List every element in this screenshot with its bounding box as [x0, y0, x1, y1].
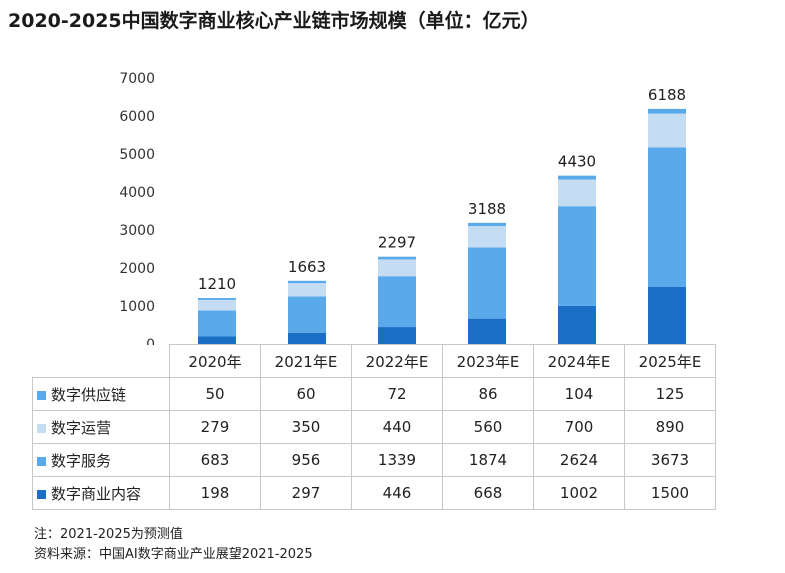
table-cell: 1339 — [351, 443, 443, 477]
bar-segment — [288, 283, 326, 297]
bar-segment — [198, 298, 236, 300]
table-cell: 1874 — [442, 443, 534, 477]
table-row: 数字商业内容 198 297 446 668 1002 1500 — [32, 476, 716, 510]
table-cell: 560 — [442, 410, 534, 444]
bar-segment — [648, 287, 686, 344]
table-cell: 1500 — [624, 476, 716, 510]
table-cell: 446 — [351, 476, 443, 510]
series-label: 数字服务 — [32, 443, 170, 477]
bar-segment — [468, 318, 506, 344]
total-label: 3188 — [468, 200, 506, 218]
y-tick-label: 1000 — [119, 299, 155, 315]
bar-segment — [558, 175, 596, 180]
bar-segment — [198, 336, 236, 344]
category-label: 2022年E — [351, 344, 443, 378]
total-label: 2297 — [378, 234, 416, 252]
y-tick-label: 6000 — [119, 109, 155, 125]
bar-segment — [468, 247, 506, 319]
bar-segment — [288, 280, 326, 284]
table-cell: 60 — [260, 377, 352, 411]
legend-swatch — [37, 390, 46, 400]
y-tick-label: 5000 — [119, 147, 155, 163]
bar-segment — [558, 305, 596, 344]
category-row: 2020年 2021年E 2022年E 2023年E 2024年E 2025年E — [33, 344, 716, 378]
table-cell: 86 — [442, 377, 534, 411]
y-tick-label: 2000 — [119, 261, 155, 277]
bar-segment — [468, 226, 506, 248]
bar-segment — [378, 276, 416, 328]
y-tick-label: 4000 — [119, 185, 155, 201]
table-cell: 668 — [442, 476, 534, 510]
table-cell: 956 — [260, 443, 352, 477]
total-label: 6188 — [648, 86, 686, 104]
category-label: 2020年 — [169, 344, 261, 378]
table-cell: 279 — [169, 410, 261, 444]
bar-segment — [378, 256, 416, 260]
total-label: 1663 — [288, 258, 326, 276]
category-label: 2023年E — [442, 344, 534, 378]
y-tick-label: 7000 — [119, 71, 155, 87]
category-label: 2024年E — [533, 344, 625, 378]
bar-segment — [648, 108, 686, 114]
table-cell: 104 — [533, 377, 625, 411]
y-tick-label: 3000 — [119, 223, 155, 239]
table-cell: 125 — [624, 377, 716, 411]
table-cell: 440 — [351, 410, 443, 444]
bar-segment — [468, 222, 506, 227]
total-label: 4430 — [558, 153, 596, 171]
legend-swatch — [37, 456, 46, 466]
table-cell: 683 — [169, 443, 261, 477]
table-cell: 198 — [169, 476, 261, 510]
bar-segment — [558, 206, 596, 306]
bar-segment — [198, 299, 236, 311]
category-label: 2025年E — [624, 344, 716, 378]
legend-swatch — [37, 489, 46, 499]
table-cell: 50 — [169, 377, 261, 411]
table-row: 数字运营 279 350 440 560 700 890 — [32, 410, 716, 444]
bar-segment — [648, 113, 686, 148]
bar-segment — [288, 296, 326, 333]
table-cell: 890 — [624, 410, 716, 444]
table-row: 数字供应链 50 60 72 86 104 125 — [32, 377, 716, 411]
bar-segment — [288, 332, 326, 344]
category-label: 2021年E — [260, 344, 352, 378]
table-cell: 297 — [260, 476, 352, 510]
legend-swatch — [37, 423, 46, 433]
forecast-note: 注：2021-2025为预测值 — [34, 527, 183, 542]
chart-title: 2020-2025中国数字商业核心产业链市场规模（单位：亿元） — [8, 10, 540, 32]
bar-segment — [198, 310, 236, 337]
series-label: 数字供应链 — [32, 377, 170, 411]
bar-segment — [558, 179, 596, 207]
table-cell: 350 — [260, 410, 352, 444]
table-row: 数字服务 683 956 1339 1874 2624 3673 — [32, 443, 716, 477]
bar-segment — [378, 259, 416, 277]
table-cell: 1002 — [533, 476, 625, 510]
table-cell: 3673 — [624, 443, 716, 477]
series-label: 数字运营 — [32, 410, 170, 444]
table-cell: 2624 — [533, 443, 625, 477]
table-cell: 700 — [533, 410, 625, 444]
total-label: 1210 — [198, 275, 236, 293]
bar-segment — [378, 327, 416, 344]
table-corner — [33, 345, 170, 378]
data-table: 2020年 2021年E 2022年E 2023年E 2024年E 2025年E 数字供应… — [32, 344, 716, 510]
stacked-bar-chart: 0 1000 2000 3000 4000 5000 6000 7000 1210 1663 229… — [119, 71, 686, 345]
y-tick-label: 0 — [146, 337, 155, 345]
bar-segment — [648, 147, 686, 287]
source-note: 资料来源：中国AI数字商业产业展望2021-2025 — [34, 547, 313, 562]
table-cell: 72 — [351, 377, 443, 411]
series-label: 数字商业内容 — [32, 476, 170, 510]
